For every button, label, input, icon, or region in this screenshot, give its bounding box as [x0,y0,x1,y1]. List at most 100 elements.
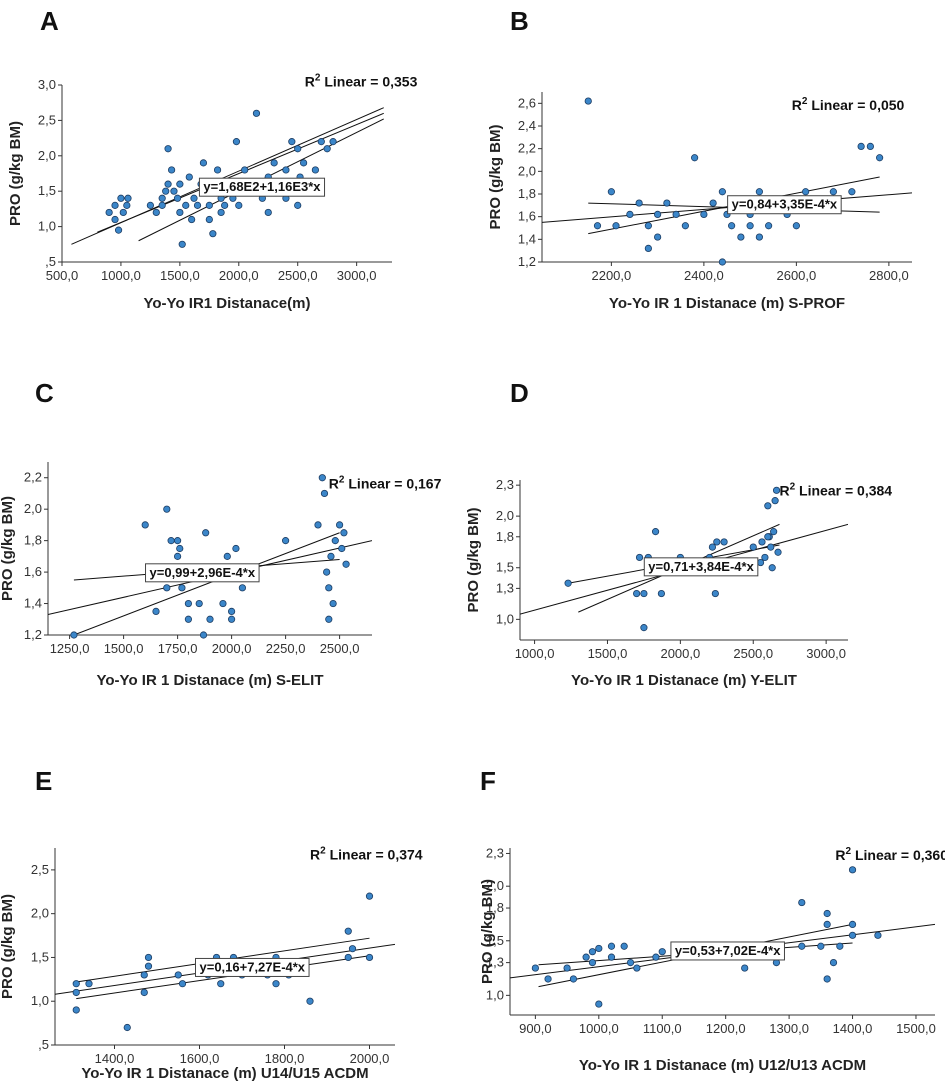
data-point [588,948,597,956]
data-point [206,615,214,623]
data-point [219,599,227,608]
x-tick-label: 1000,0 [515,646,555,661]
data-point [228,615,236,623]
x-tick-label: 1400,0 [95,1051,135,1066]
data-point [771,497,779,505]
data-point [612,222,620,230]
data-point [174,552,182,560]
data-point [176,180,184,188]
r2-superscript: 2 [315,72,321,83]
data-point [626,959,635,967]
x-tick-label: 2500,0 [278,268,318,283]
x-tick-label: 1400,0 [833,1021,873,1036]
data-point [184,599,192,608]
data-point [640,589,648,598]
y-tick-label: 1,6 [24,564,42,579]
data-point [848,188,856,196]
y-tick-label: 2,0 [496,508,514,523]
data-point [635,553,644,562]
data-point [152,607,160,616]
r2-symbol: R [329,476,339,492]
data-point [221,201,229,209]
x-tick-label: 2500,0 [733,646,773,661]
data-point [711,589,719,598]
data-point [338,544,346,553]
data-point [294,145,302,153]
data-point [252,109,261,117]
data-point [767,543,775,551]
r2-symbol: R [792,97,802,113]
data-point [223,552,231,560]
data-point [798,898,806,907]
x-tick-label: 1500,0 [896,1021,936,1036]
y-tick-label: 1,3 [486,955,504,970]
data-point [654,210,662,218]
data-point [876,154,884,162]
data-point [140,988,148,997]
data-point [158,194,166,202]
x-tick-label: 900,0 [519,1021,552,1036]
data-point [325,615,333,623]
r2-symbol: R [779,482,789,498]
x-tick-label: 2400,0 [684,268,724,283]
data-point [318,474,326,482]
y-tick-label: 3,0 [38,77,56,92]
data-point [593,222,602,230]
data-point [294,201,302,209]
panel-b: B 2200,0 2400,0 2600,0 2800,0 1,2 1,4 1,6 1,8 2,0… [487,6,912,312]
data-point [170,187,178,195]
data-point [658,948,666,956]
y-axis-title: PRO (g/kg BM) [7,121,24,226]
panel-letter: B [510,6,529,36]
data-point [320,489,329,498]
x-tick-label: 3000,0 [337,268,377,283]
x-tick-label: 2000,0 [350,1051,390,1066]
data-point [755,188,763,196]
r2-value: Linear = 0,360 [851,847,945,863]
data-point [162,187,170,195]
data-point [823,909,831,918]
data-point [755,233,763,241]
equation-box: y=0,16+7,27E-4*x [195,957,310,977]
data-point [164,180,172,188]
panel-d: D 1000,0 1500,0 2000,0 2500,0 3000,0 1,0 1,3 1,5… [465,378,892,689]
x-tick-label: 500,0 [46,268,79,283]
data-point [241,166,249,174]
r2-value: Linear = 0,353 [320,73,417,89]
r2-value: Linear = 0,374 [326,846,423,862]
panel-f: F 900,0 1000,0 1100,0 1200,0 1300,0 1400,0 1500… [479,766,945,1074]
data-point [531,964,539,972]
x-tick-label: 3000,0 [806,646,846,661]
x-axis-title: Yo-Yo IR 1 Distanace (m) S-PROF [609,295,845,312]
y-axis-title: PRO (g/kg BM) [0,894,16,999]
r2-linear-label: R2 Linear = 0,360 [835,846,945,863]
data-point [365,892,374,900]
data-point [232,138,241,146]
data-point [761,553,769,562]
r2-value: Linear = 0,384 [795,482,892,498]
r2-superscript: 2 [846,846,852,857]
panel-letter: E [35,766,52,796]
panel-e: E 1400,0 1600,0 1800,0 2000,0 ,5 1,0 1,5 2,0 2,5 Y… [0,766,423,1082]
y-tick-label: 1,8 [24,533,42,548]
x-tick-label: 2250,0 [266,641,306,656]
x-tick-label: 1750,0 [158,641,198,656]
y-tick-label: 1,2 [518,254,536,269]
data-point [164,145,172,153]
r2-symbol: R [835,847,845,863]
data-point [737,233,745,241]
data-point [866,142,874,150]
data-point [264,208,272,217]
equation-label: y=0,84+3,35E-4*x [732,197,838,212]
data-point [314,521,322,529]
y-tick-label: 1,0 [496,611,514,626]
data-point [140,971,148,979]
data-point [168,166,176,174]
data-point [327,552,335,560]
y-tick-label: 1,5 [31,949,49,964]
data-point [607,953,616,961]
data-point [209,230,217,238]
y-axis-title: PRO (g/kg BM) [487,125,504,230]
data-point [335,521,344,529]
